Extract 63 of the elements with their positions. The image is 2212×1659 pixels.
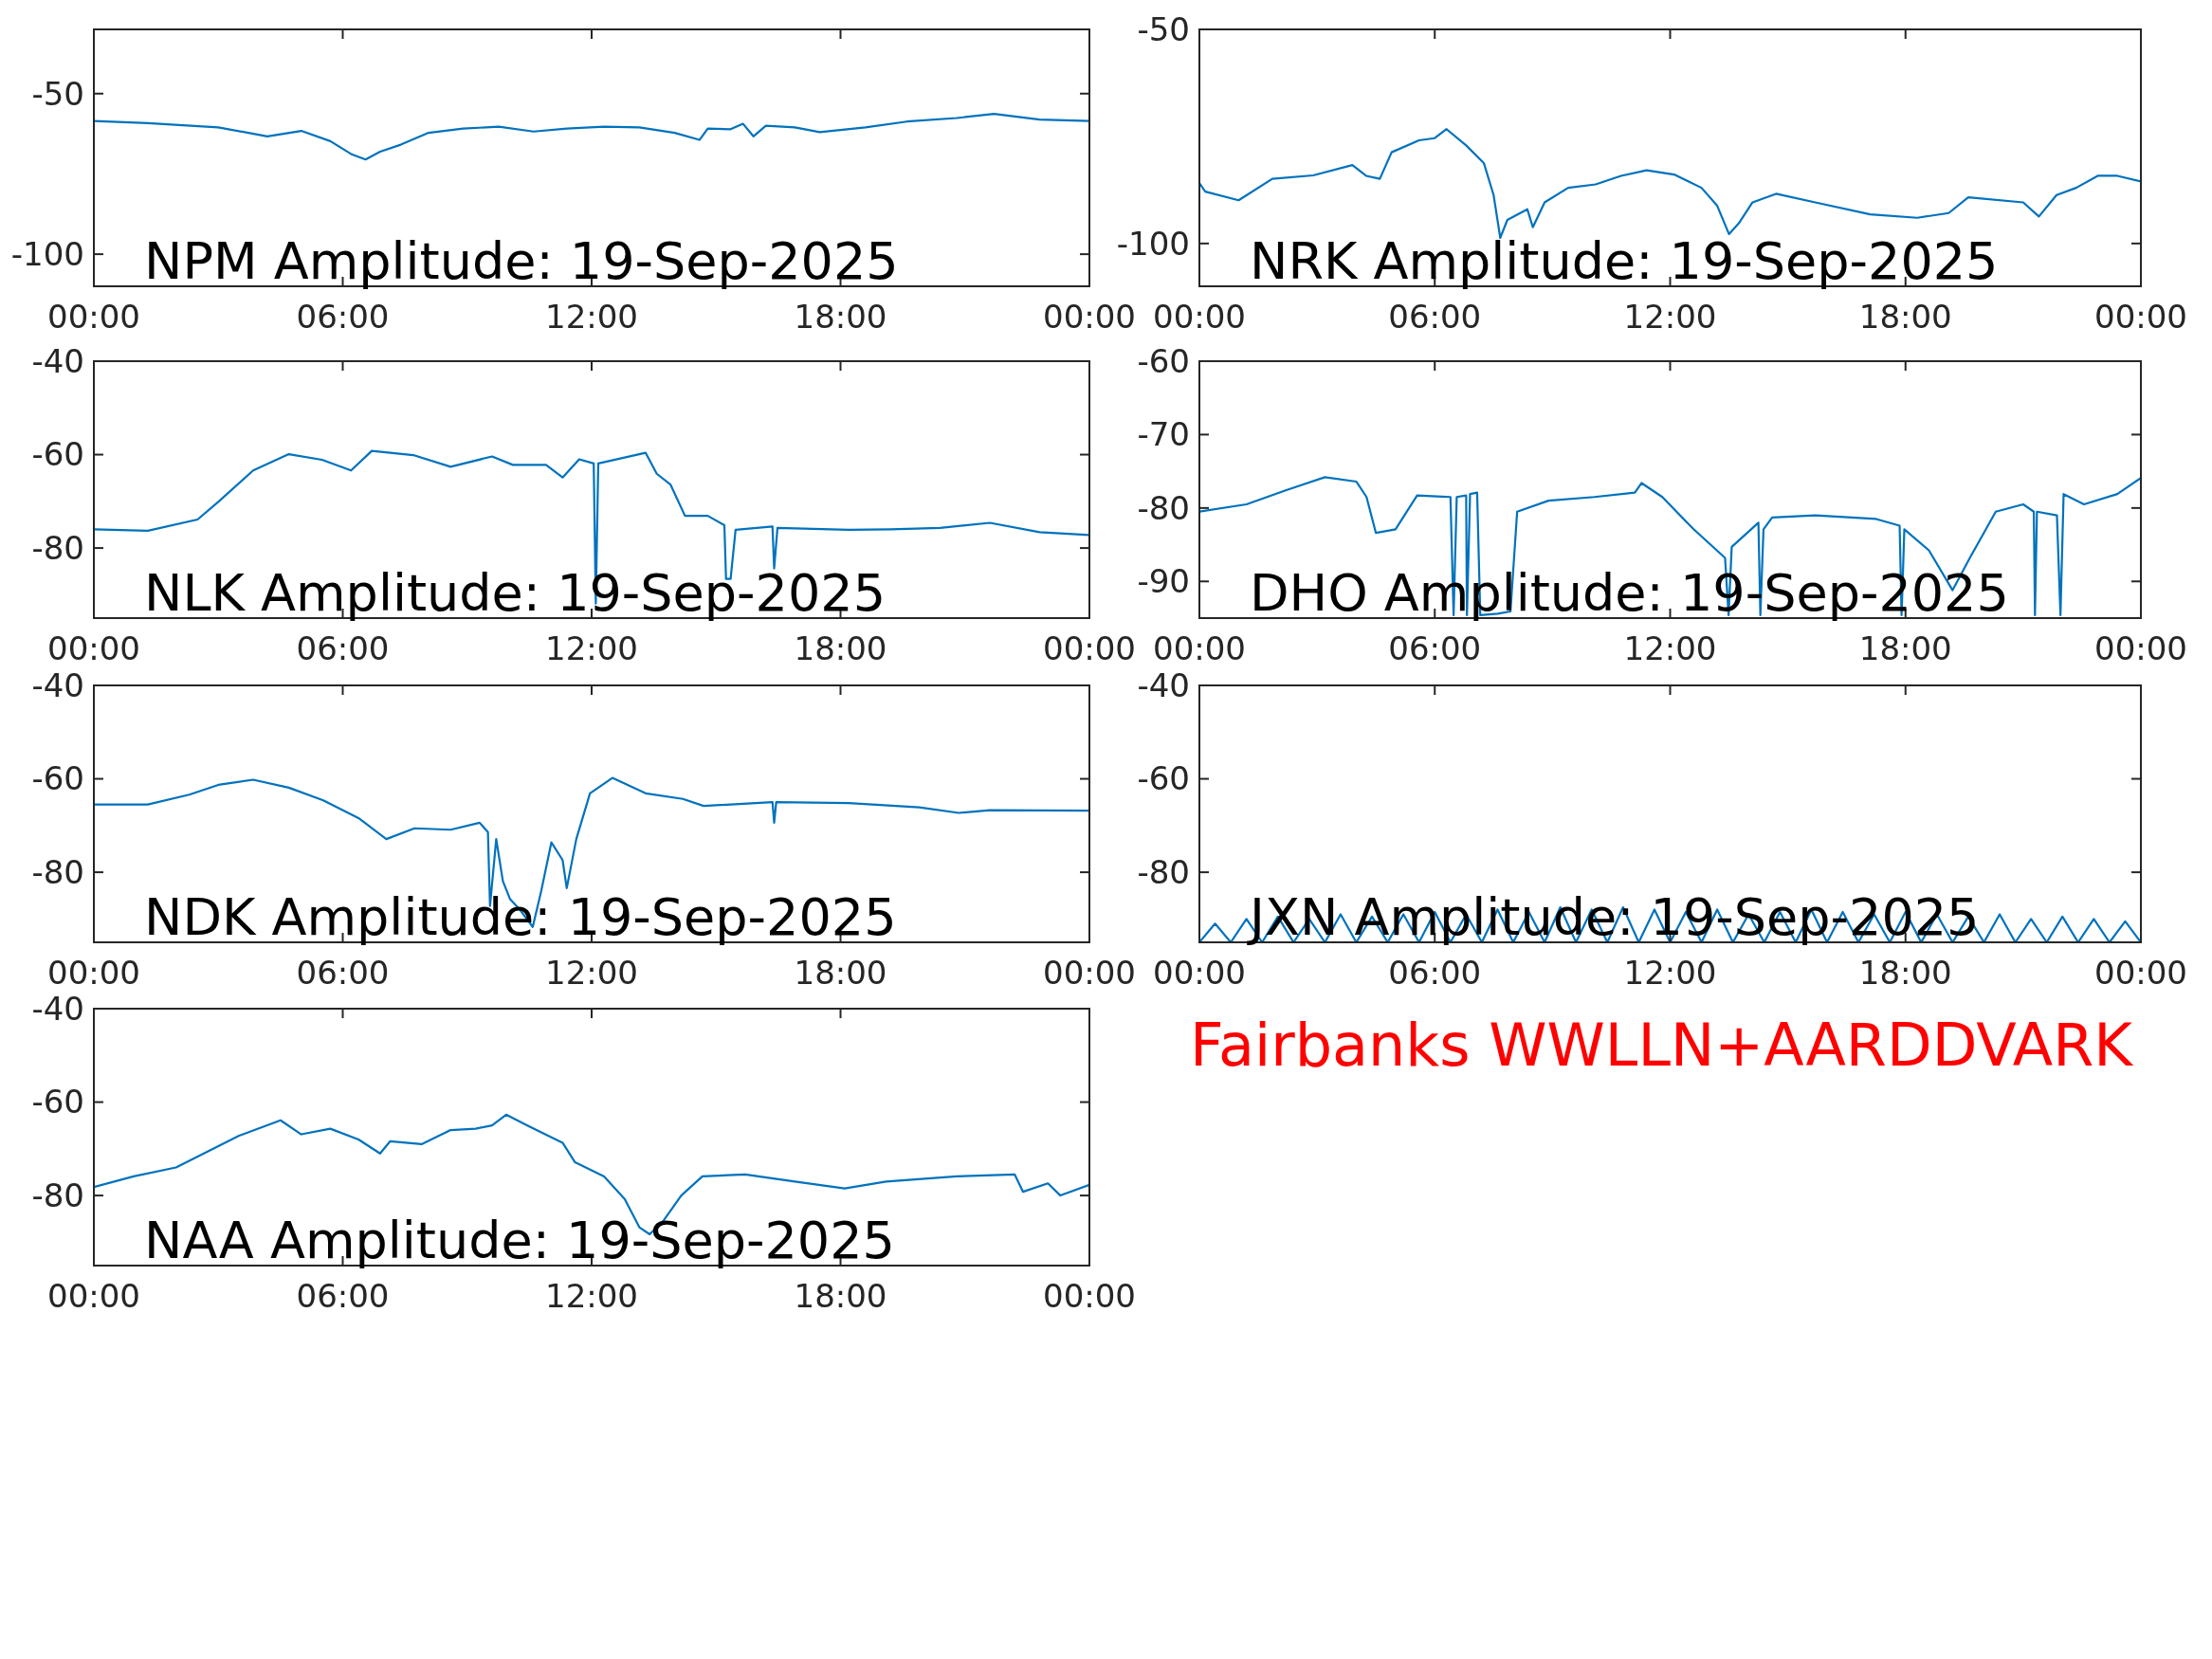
x-tick-label: 12:00: [1623, 298, 1717, 336]
x-tick-label: 06:00: [296, 1277, 390, 1315]
x-tick-label: 00:00: [2094, 298, 2187, 336]
y-tick-label: -80: [1137, 488, 1190, 527]
x-tick-label: 12:00: [545, 954, 638, 992]
x-tick-label: 00:00: [1153, 954, 1246, 992]
x-tick-label: 06:00: [296, 629, 390, 667]
x-tick-label: 00:00: [2094, 954, 2187, 992]
y-tick-label: -80: [31, 1176, 84, 1214]
x-tick-label: 00:00: [1043, 298, 1136, 336]
x-tick-label: 12:00: [1623, 629, 1717, 667]
x-tick-label: 12:00: [545, 629, 638, 667]
y-tick-label: -50: [31, 74, 84, 113]
x-tick-label: 00:00: [47, 629, 140, 667]
y-tick-label: -60: [31, 435, 84, 474]
text: Fairbanks WWLLN+AARDDVARK: [1190, 1011, 2134, 1080]
x-tick-label: 12:00: [545, 298, 638, 336]
y-tick-label: -40: [31, 341, 84, 380]
x-tick-label: 00:00: [2094, 629, 2187, 667]
y-tick-label: -40: [1137, 665, 1190, 704]
text: NLK Amplitude: 19-Sep-2025: [144, 563, 887, 623]
y-tick-label: -60: [1137, 759, 1190, 798]
line-series: [94, 112, 1089, 161]
x-tick-label: 18:00: [794, 954, 887, 992]
y-tick-label: -80: [1137, 852, 1190, 891]
x-tick-label: 00:00: [1043, 1277, 1136, 1315]
x-tick-label: 00:00: [47, 954, 140, 992]
text: NAA Amplitude: 19-Sep-2025: [144, 1211, 895, 1270]
y-tick-label: -80: [31, 852, 84, 891]
y-tick-label: -100: [1116, 224, 1190, 263]
y-tick-label: -100: [10, 235, 84, 274]
y-tick-label: -70: [1137, 415, 1190, 454]
x-tick-label: 00:00: [1043, 954, 1136, 992]
text: NDK Amplitude: 19-Sep-2025: [144, 887, 897, 947]
x-tick-label: 00:00: [1153, 298, 1246, 336]
x-tick-label: 00:00: [1153, 629, 1246, 667]
text: NPM Amplitude: 19-Sep-2025: [144, 231, 899, 291]
x-tick-label: 06:00: [296, 954, 390, 992]
x-tick-label: 18:00: [794, 298, 887, 336]
y-tick-label: -60: [31, 1083, 84, 1121]
y-tick-label: -60: [31, 759, 84, 798]
x-tick-label: 06:00: [296, 298, 390, 336]
x-tick-label: 18:00: [794, 629, 887, 667]
y-tick-label: -50: [1137, 9, 1190, 48]
y-tick-label: -40: [31, 989, 84, 1028]
y-tick-label: -80: [31, 528, 84, 567]
y-tick-label: -60: [1137, 341, 1190, 380]
x-tick-label: 00:00: [47, 298, 140, 336]
x-tick-label: 18:00: [1858, 629, 1952, 667]
x-tick-label: 12:00: [1623, 954, 1717, 992]
x-tick-label: 18:00: [1858, 954, 1952, 992]
x-tick-label: 06:00: [1388, 629, 1482, 667]
x-tick-label: 18:00: [794, 1277, 887, 1315]
x-tick-label: 18:00: [1858, 298, 1952, 336]
x-tick-label: 06:00: [1388, 298, 1482, 336]
x-tick-label: 00:00: [1043, 629, 1136, 667]
y-tick-label: -40: [31, 665, 84, 704]
x-tick-label: 12:00: [545, 1277, 638, 1315]
y-tick-label: -90: [1137, 562, 1190, 601]
text: NRK Amplitude: 19-Sep-2025: [1250, 231, 1999, 291]
line-series: [1199, 128, 2141, 240]
x-tick-label: 06:00: [1388, 954, 1482, 992]
x-tick-label: 00:00: [47, 1277, 140, 1315]
